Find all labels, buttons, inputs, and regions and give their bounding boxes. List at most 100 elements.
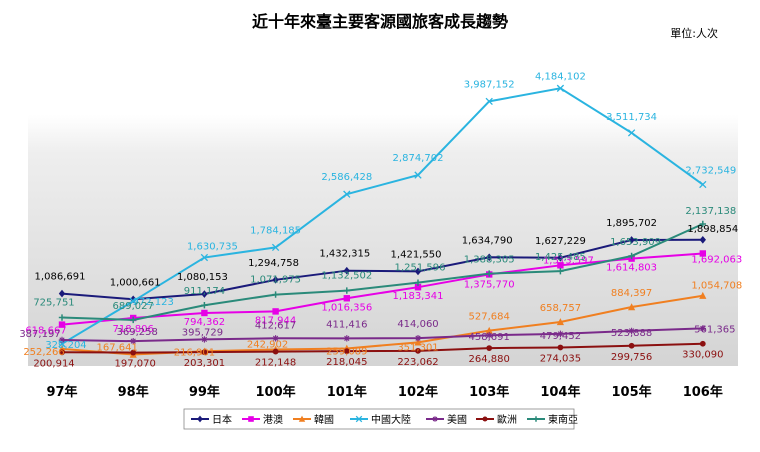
data-label: 1,898,854 [687,224,738,235]
series-layer [58,84,707,358]
data-point [486,345,493,351]
data-label: 1,375,770 [464,279,515,290]
data-label: 369,258 [117,327,158,338]
data-point [699,235,706,244]
data-point [557,344,564,351]
data-label: 911,174 [184,286,225,297]
chart-title: 近十年來臺主要客源國旅客成長趨勢 [252,12,508,31]
data-point [557,267,564,275]
data-label: 1,294,758 [248,258,299,269]
data-point [485,97,493,106]
data-label: 1,630,735 [187,242,238,253]
series-0 [58,235,706,304]
data-label: 523,888 [611,328,652,339]
data-label: 1,071,975 [250,275,301,286]
x-tick-label: 101年 [327,384,367,400]
legend-item: 日本 [191,413,232,426]
data-label: 252,266 [23,347,64,358]
data-point [271,243,280,252]
data-point [415,347,421,354]
data-point [58,336,66,344]
legend-label: 美國 [447,413,467,426]
data-point [130,295,137,304]
data-label: 884,397 [611,288,652,299]
data-point [343,335,350,342]
x-tick-label: 97年 [46,384,77,400]
data-label: 395,729 [182,327,223,338]
data-label: 817,944 [255,315,296,326]
data-label: 561,365 [694,324,735,335]
legend-box [183,408,575,430]
data-point [486,332,493,339]
data-point [414,171,422,179]
data-label: 414,060 [397,319,438,330]
series-line [61,327,703,343]
legend-item: 美國 [426,413,467,426]
data-label: 274,035 [540,353,581,364]
data-point [486,270,493,277]
data-label: 1,634,790 [462,235,513,246]
data-point [414,334,422,342]
data-label: 167,641 [97,343,138,354]
data-label: 218,045 [326,357,367,368]
data-point [699,291,707,299]
legend-item: 東南亞 [527,413,578,426]
data-point [200,253,209,262]
data-label: 1,086,691 [35,272,86,283]
legend-item: 港澳 [242,413,283,426]
data-point [414,338,422,346]
series-5 [59,340,706,356]
data-label: 658,757 [540,303,581,314]
data-label: 329,204 [45,340,86,351]
unit-label: 單位:人次 [670,26,718,40]
data-point [628,342,635,349]
data-label: 1,627,229 [535,236,586,247]
legend-label: 歐洲 [497,413,517,426]
data-point [343,348,350,355]
data-point [58,321,66,328]
data-label: 197,070 [115,359,156,370]
data-label: 2,732,549 [685,166,736,177]
data-label: 1,653,909 [610,237,661,248]
data-point [699,180,707,189]
legend-marker [432,416,438,422]
data-label: 1,513,597 [543,255,594,266]
data-label: 1,080,153 [177,272,228,283]
series-line [61,252,703,326]
data-point [486,253,493,262]
data-point [557,330,564,338]
legend-label: 港澳 [263,413,283,426]
data-label: 794,362 [184,317,225,328]
series-6 [58,220,706,324]
data-label: 1,388,305 [464,255,515,266]
legend-label: 中國大陸 [371,413,411,426]
data-label: 1,895,702 [606,218,657,229]
legend-label: 日本 [212,413,232,426]
data-point [556,84,565,92]
series-4 [58,325,706,345]
data-label: 972,123 [133,297,174,308]
data-label: 200,914 [33,358,74,369]
data-point [58,314,66,321]
series-line [61,87,704,345]
plot-area [28,44,738,366]
data-point [628,327,635,335]
data-point [699,340,706,347]
data-label: 242,902 [247,340,288,351]
legend-marker [482,416,488,422]
data-point [201,309,208,317]
data-point [343,190,351,198]
data-point [201,302,208,309]
data-label: 1,000,661 [110,277,161,288]
legend-label: 韓國 [314,414,334,426]
data-label: 299,756 [611,352,652,363]
data-point [201,290,208,298]
data-label: 1,421,550 [391,249,442,260]
data-point [343,287,350,294]
data-point [627,129,636,137]
data-label: 1,425,485 [535,252,586,263]
data-label: 458,691 [469,332,510,343]
data-point [272,276,279,284]
data-point [201,349,208,356]
legend-item: 歐洲 [476,413,517,426]
